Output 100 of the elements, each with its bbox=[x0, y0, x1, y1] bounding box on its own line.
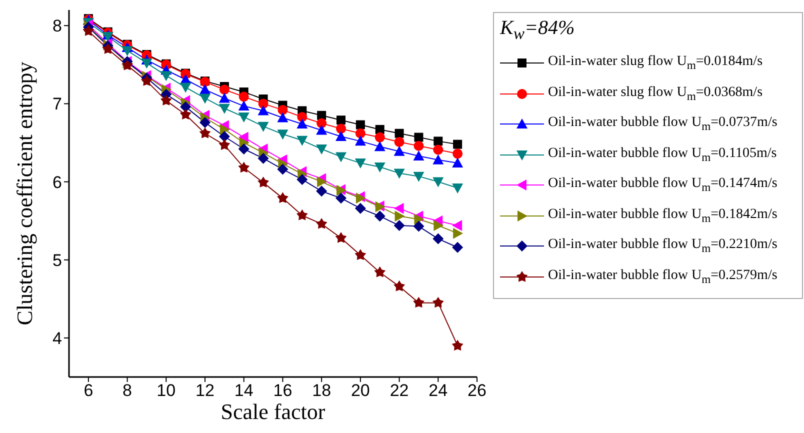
point bbox=[336, 124, 346, 134]
point bbox=[336, 152, 346, 162]
point bbox=[258, 152, 269, 164]
point bbox=[258, 122, 269, 132]
legend-label: Oil-in-water bubble flow U$_{m}$=0.2579m/s bbox=[548, 268, 778, 286]
point bbox=[374, 210, 386, 222]
x-tick-label: 8 bbox=[122, 381, 132, 400]
point bbox=[296, 174, 308, 185]
point bbox=[238, 112, 250, 122]
point bbox=[316, 124, 328, 135]
legend-label: Oil-in-water slug flow U$_{m}$=0.0184m/s bbox=[548, 54, 763, 72]
x-tick-label: 14 bbox=[234, 381, 254, 400]
point bbox=[413, 150, 424, 161]
point bbox=[394, 220, 405, 232]
x-tick-label: 12 bbox=[196, 381, 214, 400]
point bbox=[316, 218, 328, 229]
point bbox=[316, 186, 328, 197]
point bbox=[452, 220, 462, 232]
point bbox=[433, 144, 444, 155]
point bbox=[394, 146, 405, 156]
point bbox=[102, 43, 114, 54]
point bbox=[394, 280, 405, 292]
point bbox=[238, 92, 249, 102]
point bbox=[180, 108, 192, 120]
point bbox=[219, 84, 230, 95]
point bbox=[220, 124, 230, 135]
point bbox=[218, 131, 230, 142]
point bbox=[434, 136, 443, 146]
point bbox=[258, 176, 269, 188]
point bbox=[374, 141, 386, 152]
point bbox=[374, 266, 386, 278]
point bbox=[453, 228, 464, 239]
point bbox=[277, 164, 288, 175]
point bbox=[336, 131, 346, 141]
x-tick-label: 6 bbox=[84, 381, 94, 400]
point bbox=[432, 177, 444, 188]
point bbox=[394, 136, 404, 147]
point bbox=[122, 46, 133, 56]
point bbox=[238, 143, 250, 154]
x-axis-title: Scale factor bbox=[220, 399, 326, 424]
point bbox=[336, 116, 346, 125]
point bbox=[432, 233, 444, 244]
point bbox=[356, 120, 365, 130]
point bbox=[413, 220, 424, 232]
point bbox=[434, 220, 444, 232]
point bbox=[414, 140, 424, 151]
point bbox=[452, 184, 464, 194]
point bbox=[258, 105, 269, 116]
point bbox=[452, 242, 464, 253]
point bbox=[414, 214, 424, 225]
point bbox=[296, 118, 308, 129]
point bbox=[413, 296, 424, 308]
legend-label: Oil-in-water bubble flow U$_{m}$=0.1842m/s bbox=[548, 206, 778, 225]
point bbox=[277, 192, 288, 204]
point bbox=[102, 32, 114, 42]
x-tick-label: 18 bbox=[312, 381, 332, 400]
point bbox=[394, 210, 405, 222]
legend-label: Oil-in-water bubble flow U$_{m}$=0.1474m/s bbox=[548, 176, 778, 194]
y-tick-label: 7 bbox=[52, 94, 62, 114]
point bbox=[452, 340, 464, 351]
point bbox=[296, 209, 308, 220]
point bbox=[394, 168, 405, 179]
x-tick-label: 22 bbox=[390, 381, 409, 400]
point bbox=[452, 148, 463, 159]
point bbox=[278, 104, 288, 115]
y-tick-label: 4 bbox=[52, 328, 62, 348]
point bbox=[296, 136, 308, 146]
point bbox=[200, 116, 210, 128]
point bbox=[141, 75, 152, 86]
point bbox=[317, 176, 328, 188]
point bbox=[354, 249, 366, 260]
y-tick-label: 5 bbox=[52, 250, 62, 270]
point bbox=[141, 58, 152, 69]
point bbox=[316, 144, 328, 154]
point bbox=[238, 100, 250, 111]
point bbox=[238, 162, 250, 173]
point bbox=[258, 98, 268, 109]
legend-label: Oil-in-water bubble flow U$_{m}$=0.2210m/s bbox=[548, 237, 778, 256]
point bbox=[374, 132, 385, 142]
point bbox=[277, 130, 288, 140]
point bbox=[160, 71, 172, 82]
point bbox=[180, 82, 192, 93]
point bbox=[452, 158, 464, 168]
point bbox=[453, 140, 462, 149]
point bbox=[432, 296, 444, 308]
point bbox=[355, 128, 366, 138]
x-tick-label: 20 bbox=[350, 381, 370, 400]
point bbox=[199, 127, 211, 138]
x-tick-label: 26 bbox=[468, 381, 486, 400]
point bbox=[394, 202, 404, 214]
legend-label: Oil-in-water slug flow U$_{m}$=0.0368m/s bbox=[548, 84, 763, 103]
point bbox=[218, 92, 230, 103]
x-tick-label: 10 bbox=[156, 381, 176, 400]
point bbox=[335, 232, 347, 243]
point bbox=[414, 132, 424, 142]
point bbox=[354, 158, 366, 169]
point bbox=[180, 101, 192, 112]
point bbox=[218, 104, 230, 114]
point bbox=[374, 162, 386, 172]
legend-label: Oil-in-water bubble flow U$_{m}$=0.0737m/s bbox=[548, 115, 778, 134]
